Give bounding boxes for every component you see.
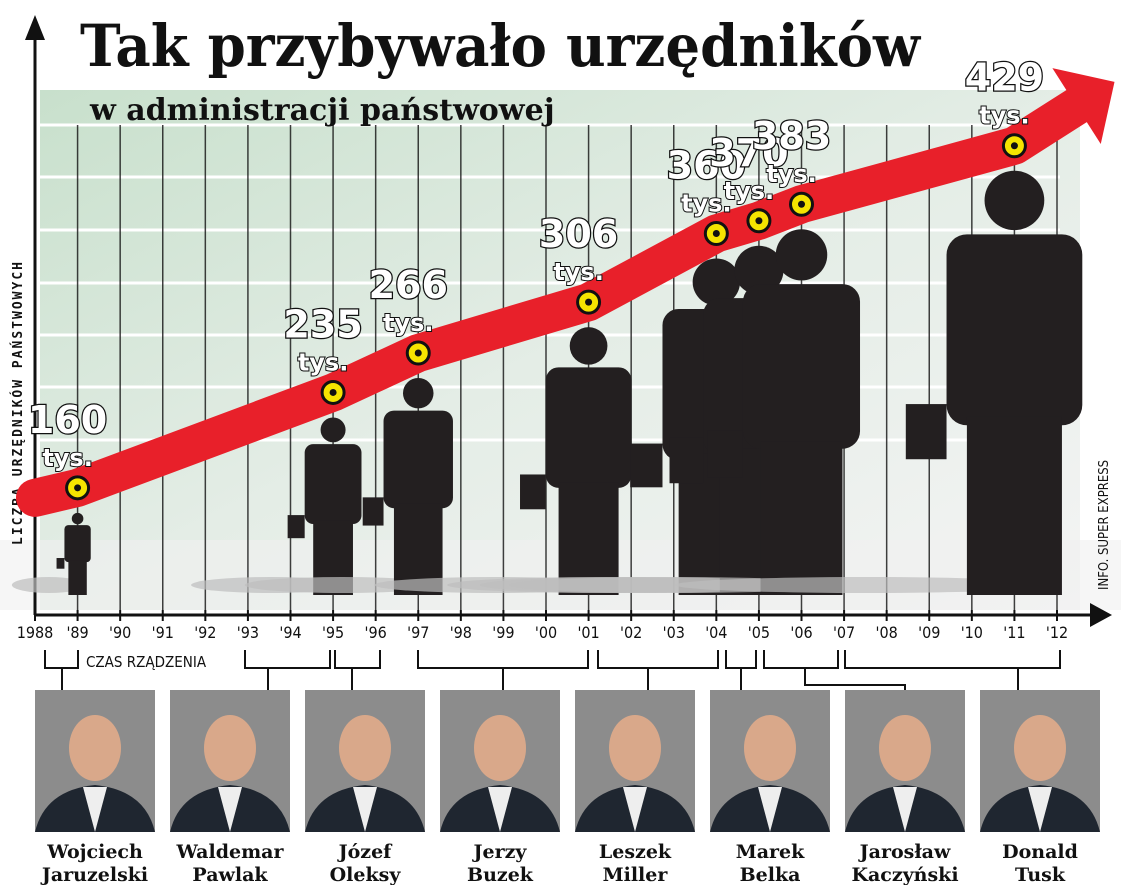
x-tick-label: '99	[492, 623, 514, 642]
person-first-name: Jerzy	[472, 841, 528, 863]
silhouette-legs	[761, 441, 843, 595]
x-tick-label: '93	[237, 623, 259, 642]
x-tick-label: '06	[790, 623, 812, 642]
marker-dot	[415, 350, 422, 357]
person-first-name: Wojciech	[46, 841, 143, 863]
x-tick-label: '97	[407, 623, 429, 642]
x-tick-label: '11	[1003, 623, 1025, 642]
value-label: 306	[539, 212, 618, 256]
silhouette-case	[363, 497, 384, 525]
value-unit: tys.	[766, 160, 817, 188]
value-unit: tys.	[298, 348, 349, 376]
x-tick-label: 1988	[17, 623, 54, 642]
portrait-head	[474, 715, 526, 781]
portrait-head	[339, 715, 391, 781]
value-label: 429	[965, 56, 1044, 100]
x-tick-label: '92	[194, 623, 216, 642]
x-tick-label: '98	[450, 623, 472, 642]
silhouette-head	[72, 513, 84, 525]
silhouette-legs	[68, 560, 86, 595]
person-last-name: Tusk	[1015, 864, 1066, 885]
x-tick-label: '02	[620, 623, 642, 642]
person-last-name: Kaczyński	[851, 864, 958, 885]
portrait-head	[879, 715, 931, 781]
silhouette-case	[670, 438, 704, 483]
silhouette-case	[906, 404, 947, 459]
silhouette-body	[305, 444, 362, 524]
chart-title: Tak przybywało urzędników	[80, 12, 922, 80]
infographic: Tak przybywało urzędników w administracj…	[0, 0, 1121, 885]
chart-subtitle: w administracji państwowej	[89, 93, 555, 128]
x-tick-label: '90	[109, 623, 131, 642]
person-first-name: Józef	[337, 841, 394, 863]
portrait-head	[1014, 715, 1066, 781]
marker-dot	[330, 389, 337, 396]
portrait-head	[609, 715, 661, 781]
marker-dot	[1011, 142, 1018, 149]
x-axis-label: CZAS RZĄDZENIA	[86, 653, 207, 671]
x-tick-label: '96	[365, 623, 387, 642]
person-first-name: Leszek	[599, 841, 672, 863]
silhouette-body	[947, 234, 1083, 425]
silhouette-body	[743, 284, 860, 449]
value-label: 383	[752, 114, 831, 158]
silhouette-body	[384, 411, 453, 509]
person-first-name: Donald	[1002, 841, 1078, 863]
x-tick-label: '91	[152, 623, 174, 642]
silhouette-head	[985, 171, 1045, 230]
person-last-name: Belka	[740, 864, 801, 885]
marker-dot	[585, 299, 592, 306]
x-tick-label: '05	[748, 623, 770, 642]
silhouette-head	[321, 417, 346, 442]
value-label: 266	[369, 263, 448, 307]
silhouette-head	[403, 378, 434, 408]
x-tick-label: '08	[876, 623, 898, 642]
value-unit: tys.	[553, 258, 604, 286]
value-unit: tys.	[42, 444, 93, 472]
person-last-name: Miller	[603, 864, 669, 885]
x-tick-label: '03	[663, 623, 685, 642]
person-last-name: Jaruzelski	[40, 864, 148, 885]
marker-dot	[755, 217, 762, 224]
marker-dot	[713, 230, 720, 237]
portrait-head	[204, 715, 256, 781]
person-last-name: Buzek	[467, 864, 534, 885]
silhouette-body	[64, 525, 90, 562]
portrait-head	[744, 715, 796, 781]
silhouette-legs	[967, 417, 1062, 595]
silhouette-case	[708, 430, 743, 478]
silhouette-case	[630, 444, 662, 488]
x-tick-label: '12	[1046, 623, 1068, 642]
silhouette-body	[546, 367, 632, 488]
x-tick-label: '07	[833, 623, 855, 642]
marker-dot	[798, 201, 805, 208]
source: INFO. SUPER EXPRESS	[1097, 460, 1112, 590]
x-tick-label: '89	[66, 623, 88, 642]
x-tick-label: '95	[322, 623, 344, 642]
x-tick-label: '00	[535, 623, 557, 642]
silhouette-case	[520, 474, 546, 509]
person-first-name: Waldemar	[175, 841, 284, 863]
person-last-name: Pawlak	[192, 864, 268, 885]
x-tick-label: '01	[577, 623, 599, 642]
person-last-name: Oleksy	[330, 864, 402, 885]
value-label: 235	[283, 302, 362, 346]
person-first-name: Marek	[736, 841, 805, 863]
portrait-head	[69, 715, 121, 781]
marker-dot	[74, 484, 81, 491]
x-tick-label: '94	[279, 623, 301, 642]
silhouette-case	[288, 515, 305, 538]
value-label: 160	[28, 398, 107, 442]
value-unit: tys.	[383, 309, 434, 337]
silhouette-case	[57, 558, 65, 569]
silhouette-head	[570, 327, 608, 364]
x-tick-label: '09	[918, 623, 940, 642]
x-tick-label: '04	[705, 623, 727, 642]
x-tick-label: '10	[961, 623, 983, 642]
person-first-name: Jarosław	[858, 841, 951, 863]
value-unit: tys.	[979, 102, 1030, 130]
silhouette-head	[776, 229, 828, 280]
